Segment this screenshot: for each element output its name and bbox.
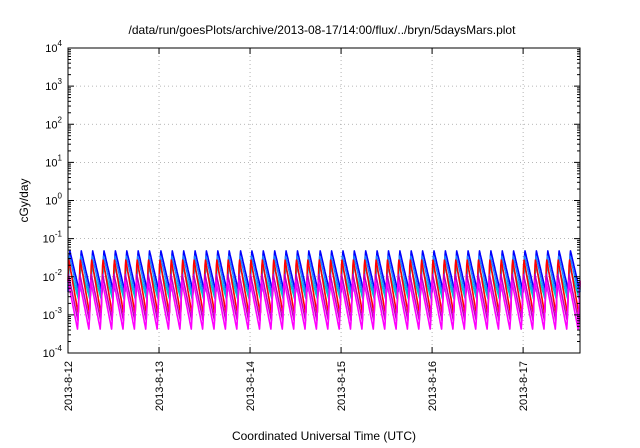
y-tick-labels: 10-4 10-3 10-2 10-1 100 101 102 103 104	[43, 39, 63, 360]
series-line	[67, 279, 581, 330]
y-tick-label: 100	[45, 192, 62, 208]
x-tick-label: 2013-8-17	[518, 361, 530, 411]
x-tick-label: 2013-8-15	[336, 361, 348, 411]
x-tick-labels: 2013-8-12 2013-8-13 2013-8-14 2013-8-15 2013…	[63, 361, 530, 411]
tick-marks	[67, 47, 580, 354]
chart-title: /data/run/goesPlots/archive/2013-08-17/1…	[129, 23, 517, 37]
y-tick-label: 104	[45, 39, 62, 55]
y-tick-label: 10-4	[43, 344, 63, 360]
x-tick-label: 2013-8-14	[245, 361, 257, 411]
series-line	[67, 273, 581, 322]
series-line	[67, 259, 581, 314]
y-axis-label: cGy/day	[17, 178, 31, 222]
y-tick-label: 103	[45, 77, 62, 93]
x-tick-label: 2013-8-12	[63, 361, 75, 411]
y-tick-label: 10-2	[43, 268, 63, 284]
y-tick-label: 10-3	[43, 306, 63, 322]
series-line	[67, 265, 581, 300]
series-line	[67, 255, 581, 297]
y-tick-label: 101	[45, 153, 62, 169]
x-tick-label: 2013-8-16	[427, 361, 439, 411]
y-tick-label: 102	[45, 115, 62, 131]
x-axis-label: Coordinated Universal Time (UTC)	[232, 429, 416, 443]
series-line	[67, 250, 581, 293]
series-group	[67, 250, 581, 330]
y-tick-label: 10-1	[43, 230, 63, 246]
x-tick-label: 2013-8-13	[154, 361, 166, 411]
